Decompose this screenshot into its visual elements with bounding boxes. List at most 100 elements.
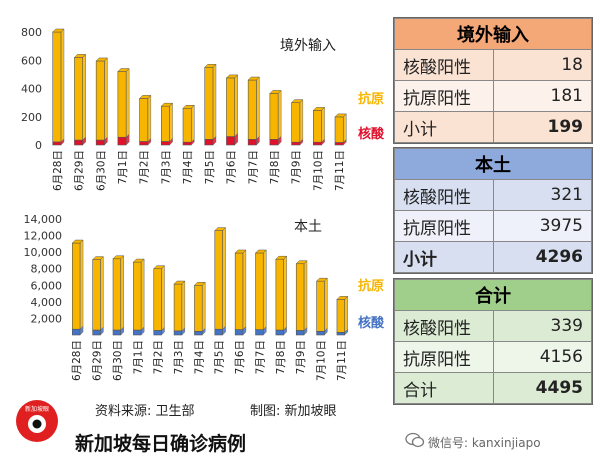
bar-side <box>201 281 206 332</box>
bar-抗原 <box>247 79 257 140</box>
y-tick-label: 6,000 <box>31 279 63 292</box>
x-tick-label: 7月11日 <box>334 150 346 191</box>
bar-side <box>120 255 125 331</box>
y-tick-label: 4,000 <box>31 296 63 309</box>
bar-核酸 <box>275 329 284 336</box>
bar-top <box>254 249 267 254</box>
bar-side <box>100 255 104 331</box>
bar-抗原 <box>194 284 203 332</box>
imported-subtotal-value: 199 <box>492 111 592 143</box>
bar-top <box>336 296 349 300</box>
total-sum-label: 合计 <box>394 372 494 404</box>
bar-核酸 <box>153 330 162 336</box>
bar-top <box>295 260 308 264</box>
bar-side <box>324 277 328 332</box>
bar-top <box>275 255 288 260</box>
x-tick-label: 6月29日 <box>74 150 86 191</box>
x-tick-label: 6月28日 <box>71 340 83 381</box>
imported-subtotal-label: 小计 <box>394 111 494 143</box>
y-tick-label: 200 <box>21 111 42 124</box>
bar-核酸 <box>226 136 235 146</box>
bar-top <box>234 249 247 254</box>
x-tick-label: 7月3日 <box>173 340 185 374</box>
x-tick-label: 7月2日 <box>139 150 151 184</box>
bar-抗原 <box>269 93 279 140</box>
bar-top <box>160 102 174 107</box>
x-tick-label: 7月6日 <box>234 340 246 374</box>
bar-抗原 <box>173 283 183 332</box>
x-tick-label: 7月9日 <box>295 340 307 374</box>
bar-核酸 <box>295 330 305 336</box>
y-tick-label: 400 <box>21 83 42 96</box>
bar-side <box>303 260 308 332</box>
bar-top <box>312 107 326 111</box>
bar-核酸 <box>72 328 81 336</box>
x-tick-label: 7月8日 <box>275 340 287 374</box>
y-tick-label: 10,000 <box>24 246 63 259</box>
bar-side <box>104 57 108 141</box>
local-pcr-value: 321 <box>492 179 592 211</box>
x-tick-label: 7月11日 <box>336 340 348 381</box>
bar-side <box>222 226 226 330</box>
chart-title: 本土 <box>294 219 322 235</box>
bar-top <box>269 90 282 94</box>
bar-核酸 <box>334 142 344 146</box>
imported-pcr-value: 18 <box>492 49 592 81</box>
bar-top <box>247 76 261 81</box>
bar-抗原 <box>291 102 301 143</box>
bar-核酸 <box>316 330 325 336</box>
bar-side <box>125 67 130 138</box>
bar-side <box>147 94 152 143</box>
bar-抗原 <box>214 230 223 330</box>
chart-credit: 制图: 新加坡眼 <box>250 404 337 419</box>
bar-核酸 <box>269 139 279 146</box>
bar-side <box>256 76 260 140</box>
bar-核酸 <box>182 141 192 146</box>
imported-cases-chart: 0 200 400 600 800 6月28日 6月29日 6月30日 7月1日 7月2日 7月3日… <box>21 26 385 191</box>
page-title: 新加坡每日确诊病例 <box>75 433 247 455</box>
bar-抗原 <box>161 105 170 142</box>
bar-抗原 <box>139 98 149 142</box>
bar-抗原 <box>52 31 62 143</box>
bar-top <box>193 282 206 286</box>
bar-side <box>191 104 195 143</box>
bar-side <box>277 89 282 140</box>
imported-antigen-value: 181 <box>492 80 592 112</box>
imported-pcr-label: 核酸阳性 <box>394 49 494 81</box>
y-tick-label: 14,000 <box>24 213 63 226</box>
total-antigen-label: 抗原阳性 <box>394 341 494 373</box>
bar-抗原 <box>316 280 325 332</box>
bar-抗原 <box>74 57 83 141</box>
x-tick-label: 6月30日 <box>112 340 124 381</box>
legend-label-抗原: 抗原 <box>358 91 384 107</box>
bar-side <box>140 258 145 331</box>
bar-核酸 <box>291 141 301 146</box>
bar-side <box>79 239 84 330</box>
bar-top <box>214 227 227 231</box>
imported-table-header: 境外输入 <box>394 18 592 50</box>
imported-antigen-label: 抗原阳性 <box>394 80 494 112</box>
local-antigen-value: 3975 <box>492 210 592 242</box>
total-pcr-label: 核酸阳性 <box>394 310 494 342</box>
legend-label-抗原: 抗原 <box>358 278 384 294</box>
bar-top <box>315 277 328 282</box>
bar-核酸 <box>194 330 203 336</box>
bar-核酸 <box>255 329 264 336</box>
local-subtotal-label: 小计 <box>394 241 494 273</box>
x-tick-label: 7月4日 <box>182 150 194 184</box>
bar-核酸 <box>92 329 101 336</box>
logo-text: 新加坡眼 <box>25 405 49 413</box>
y-tick-label: 600 <box>21 54 42 67</box>
bar-核酸 <box>336 332 345 336</box>
x-tick-label: 6月28日 <box>52 150 64 191</box>
bar-抗原 <box>255 252 264 330</box>
bar-核酸 <box>117 136 127 146</box>
charts-area: 0 200 400 600 800 6月28日 6月29日 6月30日 7月1日 7月2日 7月3日… <box>21 26 385 381</box>
bar-抗原 <box>92 259 101 331</box>
imported-summary-table: 境外输入 核酸阳性 18 抗原阳性 181 小计 199 <box>393 17 593 144</box>
bar-抗原 <box>117 71 127 138</box>
legend-label-核酸: 核酸 <box>358 315 385 331</box>
total-sum-value: 4495 <box>492 372 592 404</box>
bar-top <box>132 258 145 263</box>
data-source: 资料来源: 卫生部 <box>95 404 195 419</box>
